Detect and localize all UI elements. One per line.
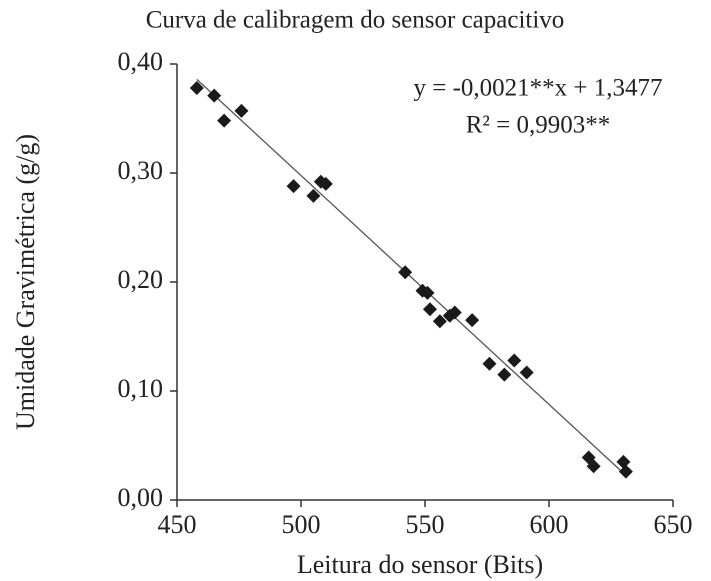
- y-axis-label: Umidade Gravimétrica (g/g): [11, 134, 40, 430]
- scatter-point: [618, 464, 633, 479]
- x-tick-label: 500: [282, 510, 321, 539]
- scatter-point: [519, 365, 534, 380]
- x-tick-label: 450: [158, 510, 197, 539]
- scatter-point: [616, 454, 631, 469]
- x-tick-label: 550: [406, 510, 445, 539]
- scatter-point: [318, 176, 333, 191]
- scatter-point: [482, 356, 497, 371]
- scatter-point: [447, 305, 462, 320]
- chart-title: Curva de calibragem do sensor capacitivo: [146, 7, 565, 34]
- scatter-point: [286, 179, 301, 194]
- scatter-point: [586, 459, 601, 474]
- scatter-point: [234, 103, 249, 118]
- scatter-point: [189, 80, 204, 95]
- y-tick-label: 0,00: [118, 483, 164, 512]
- scatter-point: [217, 113, 232, 128]
- y-tick-label: 0,20: [118, 265, 164, 294]
- scatter-point: [422, 302, 437, 317]
- scatter-point: [398, 265, 413, 280]
- x-axis-label: Leitura do sensor (Bits): [297, 550, 543, 579]
- y-tick-label: 0,40: [118, 47, 164, 76]
- scatter-point: [306, 188, 321, 203]
- r-squared: R² = 0,9903**: [466, 112, 611, 139]
- scatter-point: [207, 88, 222, 103]
- x-tick-label: 650: [654, 510, 693, 539]
- x-tick-label: 600: [530, 510, 569, 539]
- equation: y = -0,0021**x + 1,3477: [413, 75, 662, 102]
- scatter-point: [507, 353, 522, 368]
- scatter-point: [497, 367, 512, 382]
- scatter-point: [432, 314, 447, 329]
- scatter-point: [465, 313, 480, 328]
- y-tick-label: 0,10: [118, 374, 164, 403]
- scatter-point: [420, 285, 435, 300]
- trendline: [196, 78, 627, 476]
- y-tick-label: 0,30: [118, 156, 164, 185]
